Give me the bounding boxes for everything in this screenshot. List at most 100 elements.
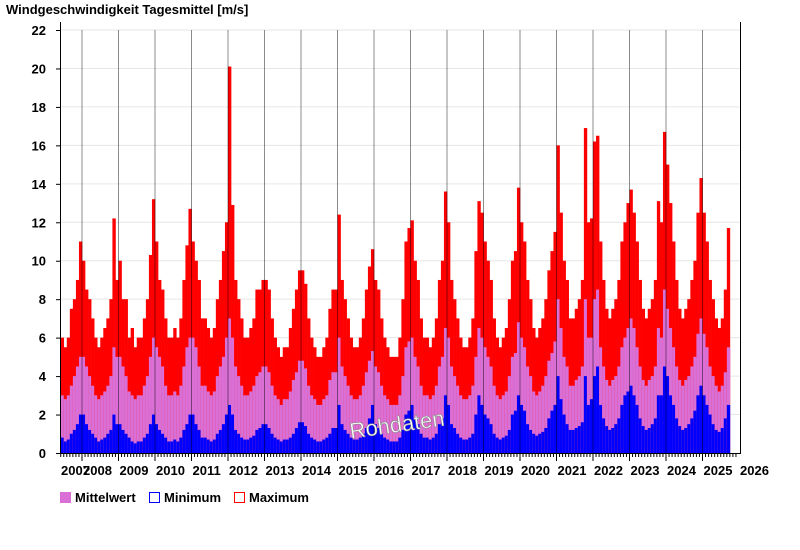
- bar-mittelwert: [443, 328, 448, 453]
- bar-minimum: [282, 439, 287, 453]
- bar-mittelwert: [118, 356, 122, 453]
- bar-mittelwert: [88, 376, 92, 453]
- bar-minimum: [553, 404, 557, 453]
- bar-minimum: [349, 437, 354, 453]
- bar-maximum: [331, 289, 335, 453]
- y-tick-label: 16: [32, 138, 46, 153]
- bar-minimum: [167, 441, 171, 453]
- bar-mittelwert: [562, 356, 566, 453]
- bar-minimum: [109, 429, 113, 453]
- bar-maximum: [364, 289, 369, 453]
- bar-minimum: [200, 437, 204, 453]
- bar-mittelwert: [541, 385, 545, 453]
- bar-minimum: [358, 437, 363, 453]
- bar-mittelwert: [258, 372, 262, 453]
- bar-maximum: [589, 218, 594, 453]
- bar-minimum: [513, 410, 518, 453]
- bar-mittelwert: [231, 337, 235, 453]
- bar-mittelwert: [711, 376, 715, 453]
- bar-minimum: [398, 437, 402, 453]
- bar-mittelwert: [176, 395, 180, 453]
- bar-minimum: [520, 404, 524, 453]
- bar-mittelwert: [474, 356, 478, 453]
- bar-mittelwert: [322, 399, 326, 453]
- bar-mittelwert: [516, 322, 521, 453]
- bar-minimum: [115, 424, 119, 453]
- bar-minimum: [173, 439, 177, 453]
- bar-mittelwert: [383, 395, 387, 453]
- bar-mittelwert: [532, 391, 536, 453]
- bar-minimum: [501, 437, 506, 453]
- bar-maximum: [212, 328, 217, 453]
- bar-mittelwert: [91, 385, 95, 453]
- bar-mittelwert: [477, 328, 481, 453]
- bar-minimum: [218, 429, 223, 453]
- bar-minimum: [565, 424, 569, 453]
- bar-mittelwert: [285, 399, 290, 453]
- bar-mittelwert: [261, 366, 265, 453]
- bar-mittelwert: [650, 376, 655, 453]
- bar-maximum: [726, 228, 731, 453]
- bar-minimum: [443, 395, 448, 453]
- bar-maximum: [346, 318, 350, 453]
- bar-maximum: [164, 318, 168, 453]
- bar-minimum: [209, 441, 214, 453]
- bar-minimum: [252, 435, 256, 453]
- bar-minimum: [669, 395, 673, 453]
- bar-mittelwert: [723, 372, 728, 453]
- bar-maximum: [538, 328, 542, 453]
- bar-minimum: [249, 437, 253, 453]
- y-tick-label: 2: [39, 408, 46, 423]
- bar-minimum: [194, 424, 198, 453]
- bar-minimum: [112, 414, 116, 453]
- bar-minimum: [532, 433, 536, 453]
- bar-mittelwert: [340, 366, 344, 453]
- bar-mittelwert: [422, 395, 427, 453]
- bar-maximum: [91, 318, 95, 453]
- y-tick-label: 10: [32, 254, 46, 269]
- bar-minimum: [559, 399, 563, 453]
- bar-minimum: [696, 395, 700, 453]
- bar-mittelwert: [656, 328, 661, 453]
- bar-maximum: [593, 141, 597, 453]
- bar-minimum: [316, 441, 320, 453]
- bar-minimum: [288, 437, 293, 453]
- bar-minimum: [206, 439, 211, 453]
- bar-minimum: [726, 404, 731, 453]
- y-tick-label: 14: [32, 177, 47, 192]
- bar-maximum: [644, 318, 649, 453]
- bar-maximum: [112, 218, 116, 453]
- bar-mittelwert: [678, 379, 682, 453]
- bar-minimum: [106, 433, 110, 453]
- bar-mittelwert: [696, 333, 700, 453]
- x-tick-label: 2020: [521, 463, 550, 478]
- bar-minimum: [78, 414, 83, 453]
- x-tick-label: 2014: [302, 463, 332, 478]
- bar-mittelwert: [82, 356, 86, 453]
- bar-mittelwert: [288, 391, 293, 453]
- bar-minimum: [404, 414, 408, 453]
- bar-mittelwert: [267, 372, 271, 453]
- bar-minimum: [428, 439, 433, 453]
- bar-maximum: [142, 318, 147, 453]
- bar-minimum: [626, 391, 630, 453]
- bar-maximum: [228, 66, 232, 454]
- bar-minimum: [380, 433, 384, 453]
- bar-minimum: [145, 433, 150, 453]
- bar-mittelwert: [155, 347, 159, 453]
- bar-minimum: [599, 404, 603, 453]
- year-lines: [81, 30, 703, 453]
- bar-minimum: [179, 437, 183, 453]
- x-tick-label: 2023: [631, 463, 660, 478]
- bar-mittelwert: [599, 347, 603, 453]
- bar-mittelwert: [276, 399, 281, 453]
- bar-minimum: [291, 433, 296, 453]
- bar-minimum: [507, 429, 512, 453]
- bar-minimum: [456, 433, 460, 453]
- bar-maximum: [550, 251, 554, 453]
- bar-minimum: [63, 441, 68, 453]
- bar-minimum: [294, 428, 299, 453]
- bar-minimum: [94, 437, 98, 453]
- bar-maximum: [434, 318, 439, 453]
